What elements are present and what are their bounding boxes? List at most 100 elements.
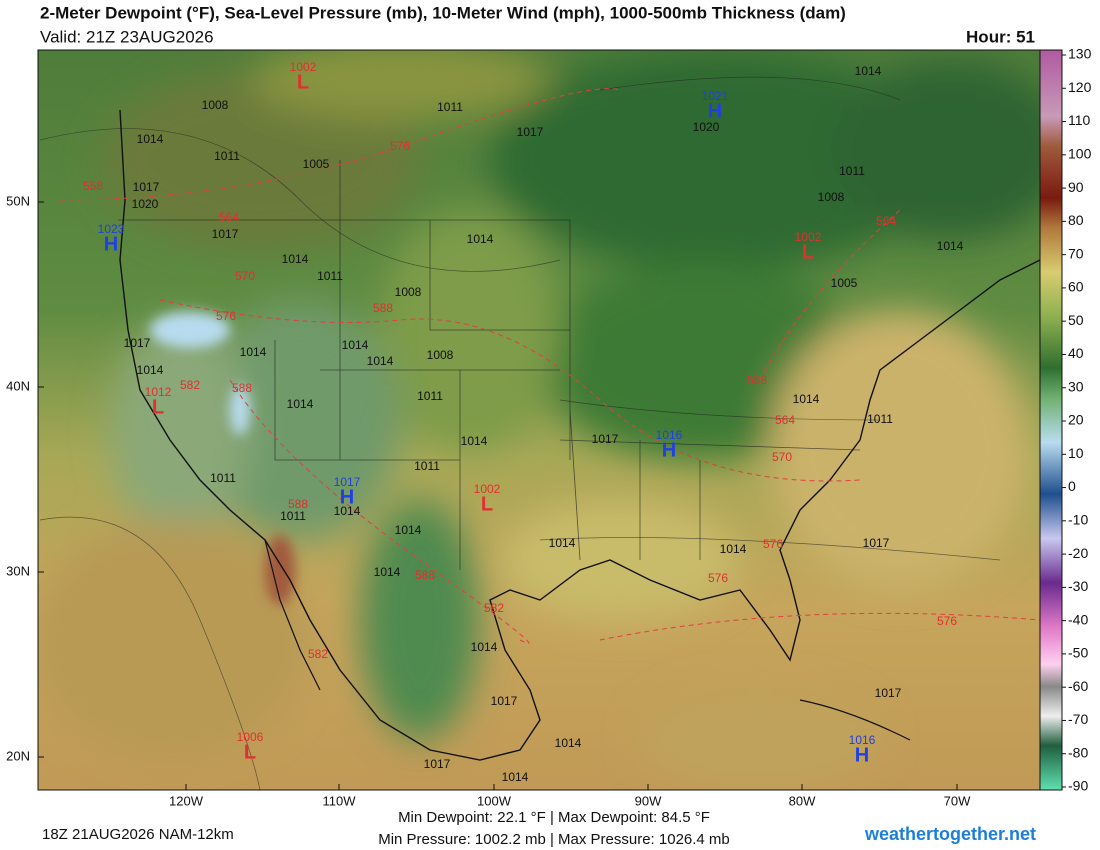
isobar-label: 1011 [417, 389, 443, 403]
thickness-label: 588 [288, 497, 308, 511]
pressure-center: H [340, 486, 354, 508]
isobar-label: 1011 [867, 412, 893, 426]
colorbar-label: 10 [1068, 445, 1084, 461]
colorbar-label: -20 [1068, 545, 1088, 561]
pressure-center: H [662, 439, 676, 461]
longitude-label: 110W [323, 793, 357, 808]
colorbar-label: 70 [1068, 245, 1084, 261]
isobar-label: 1011 [414, 459, 440, 473]
longitude-label: 80W [789, 793, 816, 808]
colorbar-label: 80 [1068, 212, 1084, 228]
isobar-label: 1011 [280, 509, 306, 523]
isobar-label: 1017 [424, 757, 451, 771]
thickness-label: 570 [235, 269, 255, 283]
isobar-label: 1020 [693, 120, 720, 134]
isobar-label: 1011 [317, 269, 343, 283]
title: 2-Meter Dewpoint (°F), Sea-Level Pressur… [40, 3, 846, 22]
pressure-center: H [104, 233, 118, 255]
pressure-value: 1002 [474, 482, 501, 496]
longitude-label: 90W [635, 793, 662, 808]
isobar-label: 1008 [202, 98, 229, 112]
pressure-center: L [481, 493, 493, 515]
colorbar-label: 130 [1068, 46, 1092, 62]
colorbar-label: -40 [1068, 611, 1088, 627]
dewpoint-range: Min Dewpoint: 22.1 °F | Max Dewpoint: 84… [398, 809, 710, 826]
isobar-label: 1008 [427, 348, 454, 362]
isobar-label: 1011 [210, 471, 236, 485]
latitude-label: 50N [6, 193, 30, 208]
isobar-label: 1014 [467, 232, 494, 246]
colorbar-label: -70 [1068, 711, 1088, 727]
isobar-label: 1014 [374, 565, 401, 579]
isobar-label: 1014 [720, 542, 747, 556]
site-credit: weathertogether.net [864, 824, 1036, 844]
isobar-label: 1017 [875, 686, 902, 700]
colorbar-label: 90 [1068, 179, 1084, 195]
thickness-label: 576 [216, 309, 236, 323]
isobar-label: 1011 [839, 164, 865, 178]
thickness-label: 570 [772, 450, 792, 464]
thickness-label: 576 [937, 614, 957, 628]
colorbar-label: 50 [1068, 312, 1084, 328]
longitude-label: 120W [169, 793, 204, 808]
isobar-label: 1008 [818, 190, 845, 204]
isobar-label: 1005 [831, 276, 858, 290]
isobar-label: 1011 [214, 149, 240, 163]
pressure-center: L [244, 741, 256, 763]
colorbar-label: 30 [1068, 378, 1084, 394]
isobar-label: 1017 [212, 227, 239, 241]
isobar-label: 1014 [555, 736, 582, 750]
forecast-hour: Hour: 51 [966, 27, 1035, 46]
thickness-label: 582 [180, 378, 200, 392]
colorbar-label: -90 [1068, 778, 1088, 794]
isobar-label: 1011 [437, 100, 463, 114]
thickness-label: 558 [83, 179, 103, 193]
isobar-label: 1014 [137, 132, 164, 146]
isobar-label: 1014 [461, 434, 488, 448]
isobar-label: 1017 [124, 336, 151, 350]
thickness-label: 588 [415, 568, 435, 582]
thickness-label: 588 [373, 301, 393, 315]
pressure-center: H [708, 100, 722, 122]
isobar-label: 1017 [491, 694, 518, 708]
colorbar-label: -60 [1068, 678, 1088, 694]
isobar-label: 1014 [937, 239, 964, 253]
colorbar [1039, 49, 1063, 791]
isobar-label: 1014 [471, 640, 498, 654]
thickness-label: 564 [876, 214, 896, 228]
isobar-label: 1017 [517, 125, 544, 139]
colorbar-label: -30 [1068, 578, 1088, 594]
map-background [38, 50, 1040, 790]
latitude-label: 30N [6, 563, 30, 578]
thickness-label: 564 [219, 210, 239, 224]
pressure-center: L [802, 241, 814, 263]
colorbar-label: 120 [1068, 79, 1092, 95]
isobar-label: 1014 [549, 536, 576, 550]
pressure-value: 1016 [656, 428, 683, 442]
pressure-value: 1021 [702, 89, 729, 103]
isobar-label: 1014 [342, 338, 369, 352]
pressure-value: 1012 [145, 385, 172, 399]
thickness-label: 558 [747, 373, 767, 387]
isobar-label: 1017 [133, 180, 160, 194]
pressure-value: 1006 [237, 730, 264, 744]
longitude-label: 70W [944, 793, 971, 808]
isobar-label: 1017 [592, 432, 619, 446]
colorbar-label: 40 [1068, 345, 1084, 361]
model-run: 18Z 21AUG2026 NAM-12km [42, 826, 234, 843]
colorbar-label: 0 [1068, 478, 1076, 494]
thickness-label: 564 [775, 413, 795, 427]
pressure-value: 1016 [849, 733, 876, 747]
isobar-label: 1014 [855, 64, 882, 78]
thickness-label: 576 [763, 537, 783, 551]
pressure-value: 1002 [290, 60, 317, 74]
valid-time: Valid: 21Z 23AUG2026 [40, 27, 214, 46]
isobar-label: 1020 [132, 197, 159, 211]
colorbar-label: -10 [1068, 512, 1088, 528]
pressure-value: 1023 [98, 222, 125, 236]
isobar-label: 1005 [303, 157, 330, 171]
colorbar-label: 60 [1068, 279, 1084, 295]
pressure-center: H [855, 744, 869, 766]
pressure-center: L [152, 396, 164, 418]
